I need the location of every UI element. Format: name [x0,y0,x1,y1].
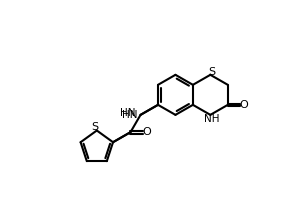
Text: HN: HN [120,108,136,118]
Text: S: S [92,122,99,132]
Text: O: O [240,100,248,110]
Text: S: S [208,67,215,77]
Text: NH: NH [204,114,220,124]
Text: O: O [143,127,152,137]
Text: HN: HN [122,110,137,120]
